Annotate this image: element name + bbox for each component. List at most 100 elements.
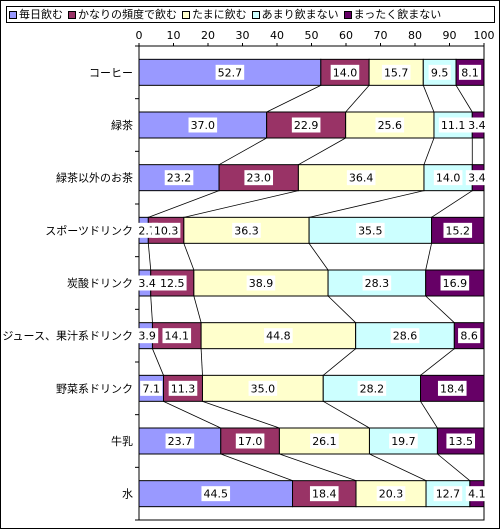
data-label-background bbox=[165, 433, 195, 449]
data-label-background bbox=[164, 170, 194, 186]
category-label: スポーツドリンク bbox=[45, 224, 133, 237]
x-tick-label: 100 bbox=[474, 29, 495, 42]
data-label-background bbox=[136, 275, 159, 291]
category-label: ジュース、果汁系ドリンク bbox=[2, 330, 133, 343]
data-label: 8.1 bbox=[461, 66, 479, 79]
series-connector-line bbox=[183, 190, 299, 218]
data-label: 14.0 bbox=[436, 172, 461, 185]
data-label-background bbox=[446, 433, 476, 449]
series-connector-line bbox=[420, 348, 455, 376]
legend-item: かなりの頻度で飲む bbox=[66, 7, 177, 22]
series-connector-line bbox=[183, 243, 195, 271]
data-label-background bbox=[151, 222, 181, 238]
series-connector-line bbox=[200, 348, 203, 376]
data-label-background bbox=[235, 433, 265, 449]
x-tick-label: 50 bbox=[305, 29, 319, 42]
category-label: 緑茶以外のお茶 bbox=[56, 171, 133, 185]
data-label-background bbox=[136, 328, 159, 344]
data-label-background bbox=[330, 64, 360, 80]
legend-swatch bbox=[251, 10, 260, 19]
data-label: 23.0 bbox=[246, 172, 271, 185]
data-label-background bbox=[215, 64, 245, 80]
data-label-background bbox=[433, 486, 463, 502]
data-label: 18.4 bbox=[440, 382, 465, 395]
category-label: 炭酸ドリンク bbox=[67, 276, 133, 290]
data-label-background bbox=[440, 275, 470, 291]
data-label: 36.3 bbox=[234, 224, 259, 237]
data-label-background bbox=[168, 380, 198, 396]
data-label: 4.1 bbox=[468, 488, 486, 501]
data-label-background bbox=[458, 64, 482, 80]
series-connector-line bbox=[308, 243, 329, 271]
data-label: 12.5 bbox=[160, 277, 185, 290]
data-label-background bbox=[357, 380, 387, 396]
data-label: 22.9 bbox=[294, 119, 319, 132]
series-connector-line bbox=[220, 453, 293, 482]
data-label-background bbox=[433, 170, 463, 186]
legend-label: たまに飲む bbox=[192, 8, 247, 21]
data-label: 28.2 bbox=[360, 382, 385, 395]
data-label: 9.5 bbox=[431, 66, 449, 79]
data-label: 23.2 bbox=[167, 172, 192, 185]
data-label: 20.3 bbox=[379, 488, 404, 501]
data-label-background bbox=[157, 275, 187, 291]
data-label: 35.5 bbox=[358, 224, 383, 237]
series-connector-line bbox=[423, 137, 435, 165]
data-label-background bbox=[375, 117, 405, 133]
series-connector-line bbox=[437, 453, 471, 481]
series-connector-line bbox=[298, 137, 346, 166]
data-label: 28.6 bbox=[393, 330, 418, 343]
data-label-background bbox=[465, 117, 488, 133]
data-label: 18.4 bbox=[312, 488, 337, 501]
series-connector-line bbox=[266, 84, 321, 113]
data-label-background bbox=[362, 275, 392, 291]
series-connector-line bbox=[455, 85, 473, 113]
series-connector-line bbox=[422, 85, 435, 113]
series-connector-line bbox=[425, 295, 455, 323]
data-label: 37.0 bbox=[191, 119, 216, 132]
data-label-background bbox=[389, 433, 418, 449]
data-label: 3.4 bbox=[468, 119, 486, 132]
x-tick-label: 90 bbox=[443, 29, 457, 42]
data-label: 7.1 bbox=[142, 382, 160, 395]
series-connector-line bbox=[425, 243, 432, 271]
series-connector-line bbox=[431, 190, 473, 218]
data-label-background bbox=[188, 117, 218, 133]
legend-item: あまり飲まない bbox=[250, 7, 339, 22]
data-label: 17.0 bbox=[238, 435, 263, 448]
series-connector-line bbox=[322, 348, 356, 376]
legend-item: 毎日飲む bbox=[7, 7, 63, 22]
x-tick-label: 0 bbox=[136, 29, 143, 42]
data-label-background bbox=[162, 328, 192, 344]
category-label: 緑茶 bbox=[111, 118, 133, 132]
series-connector-line bbox=[369, 453, 427, 482]
data-label-background bbox=[309, 486, 339, 502]
series-connector-line bbox=[202, 400, 280, 429]
data-label-background bbox=[244, 170, 274, 186]
data-label: 14.0 bbox=[333, 66, 358, 79]
x-tick-label: 30 bbox=[236, 29, 250, 42]
data-label: 10.3 bbox=[154, 224, 179, 237]
category-label: 水 bbox=[122, 488, 133, 501]
x-tick-label: 80 bbox=[408, 29, 422, 42]
data-label: 44.5 bbox=[204, 488, 229, 501]
series-connector-line bbox=[327, 295, 356, 323]
legend-item: たまに飲む bbox=[180, 7, 247, 22]
series-connector-line bbox=[152, 348, 164, 376]
legend-swatch bbox=[182, 10, 190, 19]
data-label-background bbox=[246, 275, 276, 291]
data-label: 3.4 bbox=[138, 277, 156, 290]
legend-label: 毎日飲む bbox=[19, 8, 63, 21]
data-label-background bbox=[443, 222, 473, 238]
data-label-background bbox=[381, 64, 411, 80]
data-label-background bbox=[291, 117, 321, 133]
data-label: 2.7 bbox=[138, 224, 156, 237]
data-label-background bbox=[248, 380, 278, 396]
data-label: 15.2 bbox=[446, 224, 471, 237]
data-label: 8.6 bbox=[460, 330, 478, 343]
category-label: 牛乳 bbox=[111, 434, 133, 448]
series-connector-line bbox=[147, 243, 152, 271]
data-label: 52.7 bbox=[218, 66, 243, 79]
data-label: 14.1 bbox=[165, 330, 190, 343]
data-label-background bbox=[458, 328, 481, 344]
